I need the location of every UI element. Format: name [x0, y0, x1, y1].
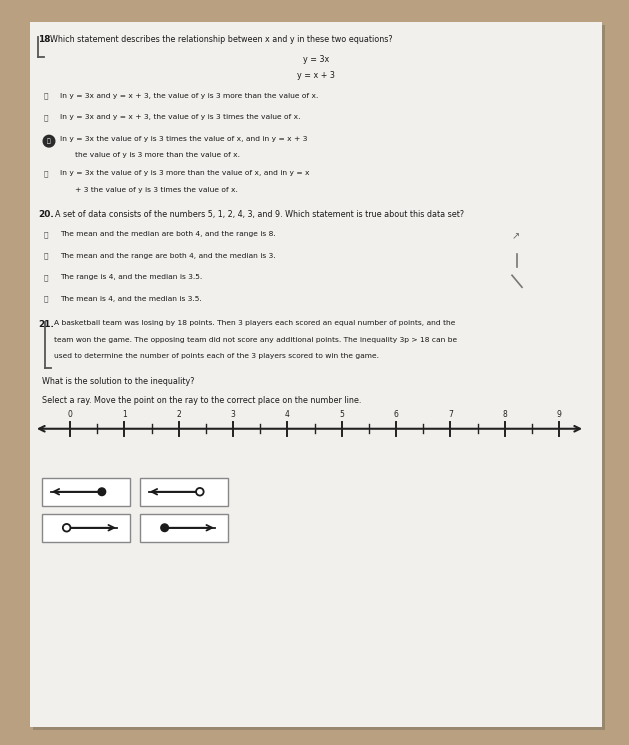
- Text: In y = 3x and y = x + 3, the value of y is 3 more than the value of x.: In y = 3x and y = x + 3, the value of y …: [60, 92, 318, 99]
- Text: The mean and the range are both 4, and the median is 3.: The mean and the range are both 4, and t…: [60, 253, 276, 259]
- Circle shape: [196, 488, 204, 495]
- Text: ↗: ↗: [512, 232, 520, 241]
- Text: the value of y is 3 more than the value of x.: the value of y is 3 more than the value …: [75, 152, 240, 158]
- Text: 4: 4: [285, 410, 290, 419]
- Text: Ⓓ: Ⓓ: [44, 296, 48, 302]
- Circle shape: [98, 488, 106, 495]
- Text: team won the game. The opposing team did not score any additional points. The in: team won the game. The opposing team did…: [54, 337, 457, 343]
- Text: 7: 7: [448, 410, 453, 419]
- Text: 21.: 21.: [38, 320, 54, 329]
- Text: 1: 1: [122, 410, 126, 419]
- Text: 9: 9: [557, 410, 562, 419]
- Text: The mean and the median are both 4, and the range is 8.: The mean and the median are both 4, and …: [60, 232, 276, 238]
- Text: 2: 2: [176, 410, 181, 419]
- Text: 8: 8: [503, 410, 507, 419]
- Text: used to determine the number of points each of the 3 players scored to win the g: used to determine the number of points e…: [54, 353, 379, 359]
- Text: 6: 6: [394, 410, 398, 419]
- Text: In y = 3x the value of y is 3 more than the value of x, and in y = x: In y = 3x the value of y is 3 more than …: [60, 171, 309, 177]
- Text: 18.: 18.: [38, 35, 54, 44]
- Text: + 3 the value of y is 3 times the value of x.: + 3 the value of y is 3 times the value …: [75, 187, 238, 193]
- Text: 0: 0: [67, 410, 72, 419]
- Text: 5: 5: [339, 410, 344, 419]
- Circle shape: [63, 524, 70, 531]
- Text: y = 3x: y = 3x: [303, 55, 329, 64]
- Text: Ⓓ: Ⓓ: [44, 171, 48, 177]
- Text: A basketball team was losing by 18 points. Then 3 players each scored an equal n: A basketball team was losing by 18 point…: [54, 320, 455, 326]
- Text: In y = 3x and y = x + 3, the value of y is 3 times the value of x.: In y = 3x and y = x + 3, the value of y …: [60, 114, 301, 120]
- Text: y = x + 3: y = x + 3: [297, 72, 335, 80]
- Text: A set of data consists of the numbers 5, 1, 2, 4, 3, and 9. Which statement is t: A set of data consists of the numbers 5,…: [55, 210, 464, 219]
- Bar: [42, 478, 130, 506]
- Text: Ⓒ: Ⓒ: [47, 139, 51, 144]
- Text: The mean is 4, and the median is 3.5.: The mean is 4, and the median is 3.5.: [60, 296, 202, 302]
- Text: Ⓒ: Ⓒ: [44, 274, 48, 281]
- Text: Ⓐ: Ⓐ: [44, 232, 48, 238]
- Text: The range is 4, and the median is 3.5.: The range is 4, and the median is 3.5.: [60, 274, 203, 280]
- Text: Ⓐ: Ⓐ: [44, 92, 48, 99]
- Bar: [140, 514, 228, 542]
- Text: 20.: 20.: [38, 210, 53, 219]
- Circle shape: [43, 136, 55, 147]
- Text: Ⓑ: Ⓑ: [44, 114, 48, 121]
- Text: Select a ray. Move the point on the ray to the correct place on the number line.: Select a ray. Move the point on the ray …: [42, 396, 362, 405]
- Text: 3: 3: [231, 410, 235, 419]
- Circle shape: [161, 524, 169, 531]
- Text: What is the solution to the inequality?: What is the solution to the inequality?: [42, 376, 194, 386]
- Text: Ⓑ: Ⓑ: [44, 253, 48, 259]
- Bar: [42, 514, 130, 542]
- Bar: [140, 478, 228, 506]
- Text: Which statement describes the relationship between x and y in these two equation: Which statement describes the relationsh…: [50, 35, 392, 44]
- Text: In y = 3x the value of y is 3 times the value of x, and in y = x + 3: In y = 3x the value of y is 3 times the …: [60, 136, 308, 142]
